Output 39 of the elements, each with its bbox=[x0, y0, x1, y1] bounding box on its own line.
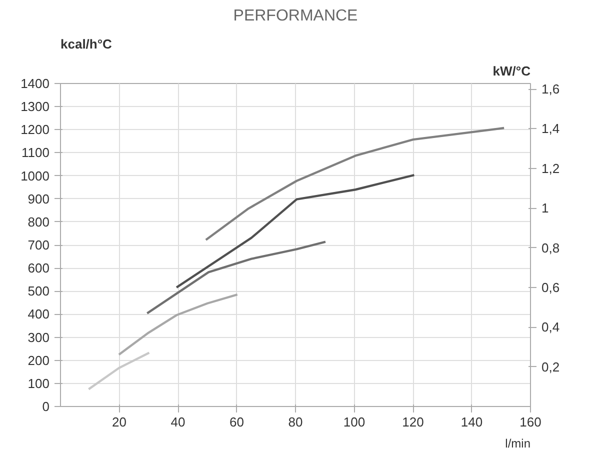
y-tick-label: 300 bbox=[28, 330, 50, 345]
y2-tick-label: 1,2 bbox=[542, 160, 560, 176]
x-tick-label: 60 bbox=[230, 414, 244, 430]
y2-tick-label: 0,6 bbox=[542, 280, 560, 295]
y2-tick-label: 1,6 bbox=[542, 82, 560, 97]
y-tick-label: 700 bbox=[28, 238, 50, 252]
chart-title: PERFORMANCE bbox=[233, 8, 358, 24]
y2-tick-label: 0,4 bbox=[542, 320, 560, 335]
y-axis-title: kcal/h°C bbox=[60, 36, 113, 52]
y-tick-label: 100 bbox=[28, 376, 50, 391]
y2-tick-label: 1 bbox=[542, 200, 549, 216]
line-series bbox=[146, 240, 327, 314]
x-tick-label: 160 bbox=[520, 414, 542, 430]
y-tick-label: 600 bbox=[28, 260, 50, 276]
y-tick-label: 1100 bbox=[22, 145, 50, 160]
line-series bbox=[118, 294, 238, 356]
y-tick-label: 500 bbox=[28, 284, 50, 299]
x-tick-label: 140 bbox=[460, 414, 483, 430]
x-tick-label: 120 bbox=[402, 414, 424, 430]
x-tick-label: 100 bbox=[343, 414, 366, 430]
y-tick-label: 400 bbox=[28, 306, 50, 322]
y-tick-label: 1200 bbox=[20, 122, 50, 138]
line-series bbox=[175, 174, 416, 289]
y2-axis-title: kW/°C bbox=[492, 64, 532, 78]
x-tick-label: 80 bbox=[288, 414, 303, 430]
y-tick-label: 1000 bbox=[20, 168, 50, 184]
y-tick-label: 1300 bbox=[20, 99, 50, 114]
y-tick-label: 800 bbox=[28, 214, 50, 230]
y-tick-label: 0 bbox=[42, 399, 50, 414]
y2-tick-label: 0,2 bbox=[542, 359, 560, 374]
x-tick-label: 20 bbox=[112, 414, 126, 430]
x-tick-label: 40 bbox=[170, 414, 186, 430]
y-tick-label: 200 bbox=[28, 352, 50, 368]
y2-tick-label: 1,4 bbox=[542, 121, 560, 136]
y-tick-label: 900 bbox=[28, 191, 50, 206]
y-tick-label: 1400 bbox=[20, 76, 50, 91]
y2-tick-label: 0,8 bbox=[542, 240, 560, 256]
line-series bbox=[204, 126, 506, 242]
x-axis-title: l/min bbox=[505, 436, 531, 450]
